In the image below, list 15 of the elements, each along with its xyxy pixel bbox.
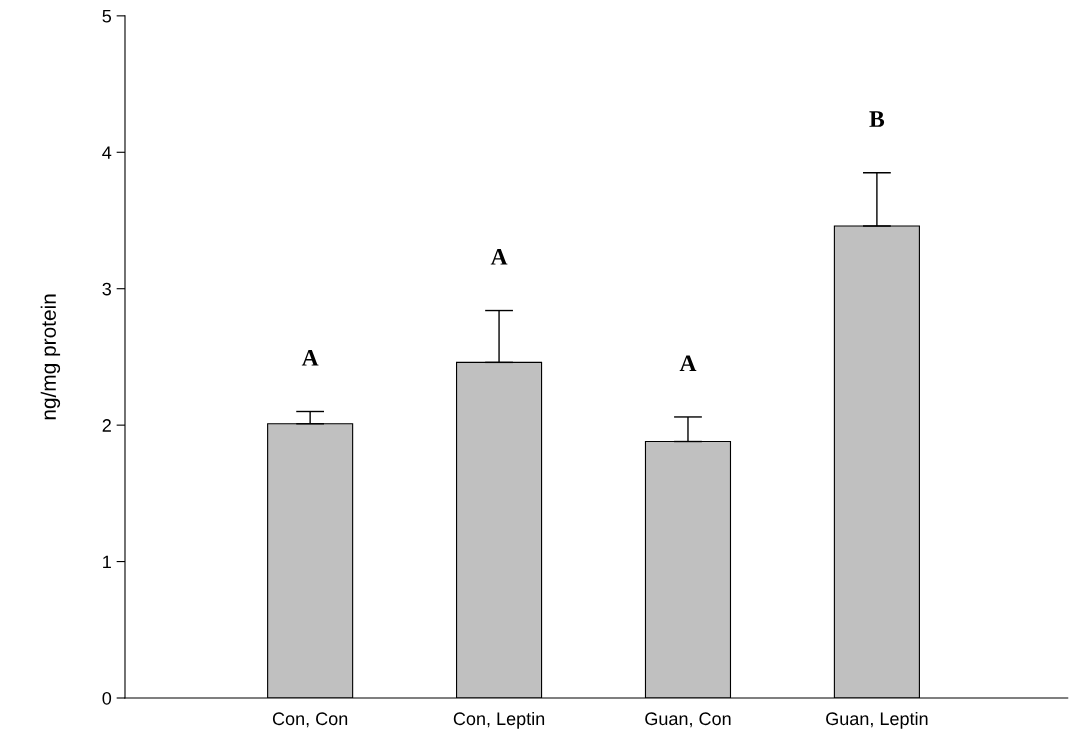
annotation: A: [490, 249, 508, 265]
annotation: A: [679, 355, 697, 371]
x-tick-label: Con, Con: [272, 712, 348, 728]
y-tick-label: 0: [102, 691, 112, 705]
x-tick-label: Con, Leptin: [453, 711, 545, 729]
annotation: A: [301, 349, 319, 366]
x-tick-label: Guan, Leptin: [826, 711, 928, 729]
y-tick-label: 4: [102, 146, 112, 159]
annotation: B: [869, 111, 885, 127]
y-tick-label: 3: [102, 282, 112, 296]
y-tick-label: 2: [102, 419, 111, 432]
y-tick-label: 1: [103, 555, 111, 569]
x-tick-label: Guan, Con: [645, 712, 731, 728]
y-tick-label: 5: [102, 9, 112, 23]
y-axis-title: ng/mg protein: [40, 294, 61, 420]
